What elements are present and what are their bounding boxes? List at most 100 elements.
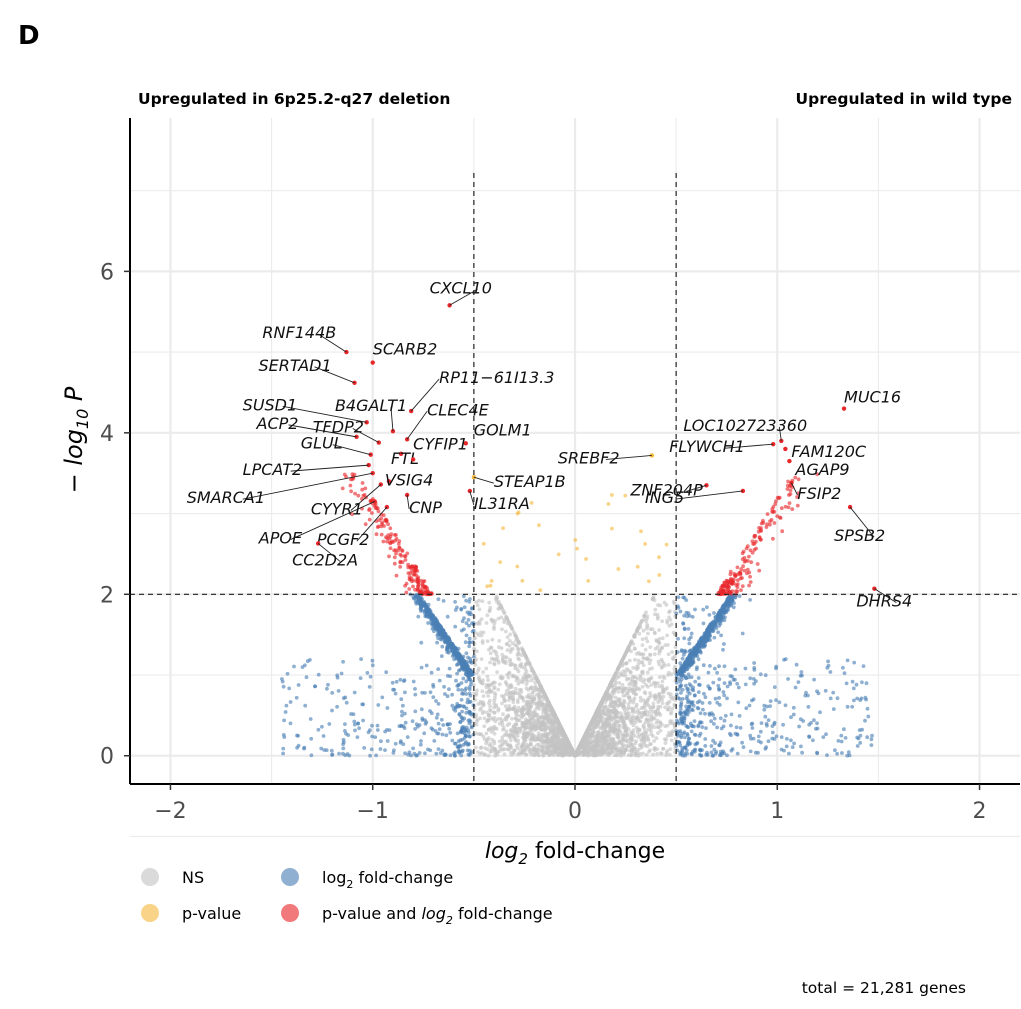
point-ns [635,628,639,633]
point-ns [542,724,547,728]
point-ns [500,652,505,657]
point-fc [709,622,714,626]
point-ns [479,745,484,750]
point-ns [459,681,464,685]
point-ns [670,706,675,711]
point-ns [505,723,510,728]
point-sig [749,560,754,565]
point-ns [636,662,641,666]
point-ns [634,692,639,697]
point-sig [786,505,791,510]
point-sig [397,539,402,543]
point-fc [686,687,690,692]
point-ns [551,711,556,715]
point-ns [576,747,581,751]
point-ns [601,747,606,751]
point-sig [389,532,394,537]
point-ns [631,674,635,679]
point-fc [455,654,459,659]
point-ns [464,598,468,603]
point-fc [698,638,703,642]
point-fc [715,725,719,730]
point-sig [739,588,743,592]
point-sig [734,589,738,593]
point-ns [612,711,617,716]
point-ns [482,724,487,729]
point-fc [726,596,730,601]
point-ns [717,696,721,700]
point-ns [479,657,484,661]
point-ns [450,703,455,708]
point-ns [619,660,624,664]
point-ns [638,719,643,724]
point-ns [611,676,615,681]
point-fc [816,691,821,696]
point-ns [436,731,441,736]
point-sig [773,502,778,506]
point-ns [615,720,619,725]
point-ns [593,718,597,722]
point-ns [680,656,685,661]
point-ns [622,734,626,739]
point-ns [579,740,584,745]
point-ns [486,718,491,723]
point-sig [741,564,745,569]
point-ns [474,722,479,727]
point-ns [593,722,597,727]
point-ns [648,645,653,649]
point-sig [349,489,353,494]
point-ns [611,738,615,742]
point-sig [387,536,392,541]
point-ns [513,686,518,691]
point-ns [546,743,551,748]
point-ns [500,701,504,706]
point-ns [683,676,688,680]
point-fc [737,714,742,718]
point-ns [617,686,622,690]
point-ns [616,715,621,720]
point-ns [617,681,622,685]
point-fc [733,595,737,599]
point-sig [350,472,355,477]
point-ns [508,743,513,747]
point-layer [280,472,874,758]
point-ns [481,694,486,698]
point-ns [624,661,629,665]
point-ns [484,690,489,695]
point-ns [492,731,497,736]
point-fc [864,681,869,686]
point-ns [679,733,683,738]
point-fc [292,664,296,669]
point-ns [514,722,519,727]
point-ns [519,751,524,756]
point-ns [634,702,639,707]
point-ns [566,740,570,744]
point-ns [548,727,553,731]
point-fc [337,751,341,756]
point-fc [457,668,461,673]
point-ns [477,607,482,612]
point-ns [522,723,526,728]
point-sig [386,522,390,527]
point-ns [654,736,659,741]
point-fc [368,674,373,679]
point-ns [649,693,653,698]
point-ns [497,749,502,754]
point-ns [662,600,667,605]
point-ns [450,692,454,697]
point-fc [845,704,850,709]
point-ns [678,609,683,614]
point-fc [684,663,689,668]
point-ns [500,735,505,740]
point-fc [721,608,725,613]
point-ns [545,736,550,741]
point-ns [516,647,521,652]
point-ns [481,709,486,714]
point-ns [519,653,524,658]
point-ns [496,658,500,663]
point-ns [606,733,611,738]
point-ns [496,645,501,650]
point-ns [502,610,506,615]
point-fc [689,651,694,655]
point-ns [537,680,541,685]
